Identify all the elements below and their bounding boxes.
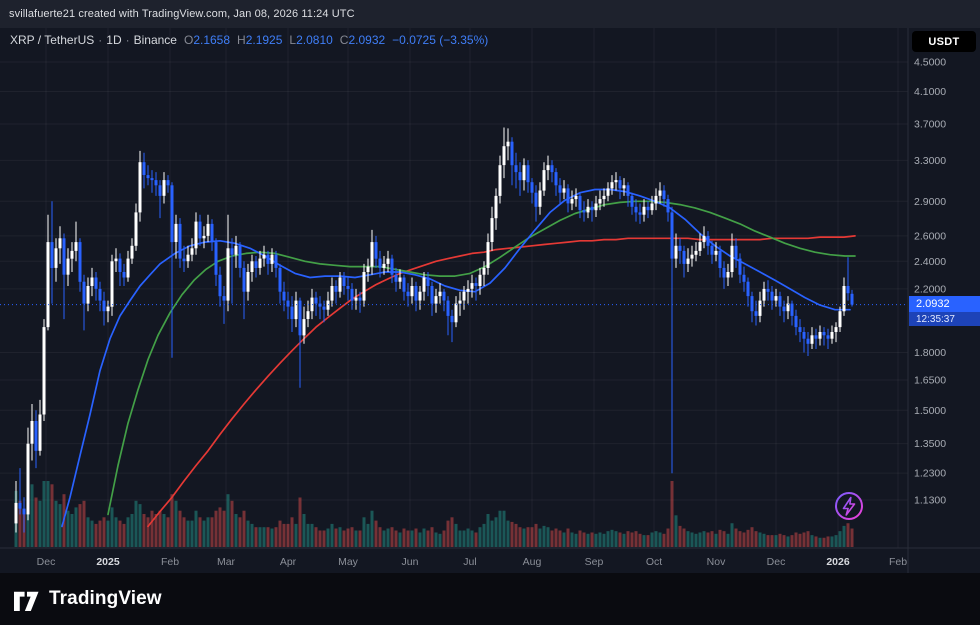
currency-toggle-button[interactable]: USDT xyxy=(912,31,976,52)
interval-label: 1D xyxy=(106,33,122,47)
svg-text:1.3500: 1.3500 xyxy=(914,438,946,450)
legend-separator: · xyxy=(98,33,103,47)
svg-text:Jul: Jul xyxy=(463,556,476,568)
svg-text:1.8000: 1.8000 xyxy=(914,347,946,359)
svg-text:Jun: Jun xyxy=(402,556,419,568)
svg-text:4.1000: 4.1000 xyxy=(914,86,946,98)
branding-bar: TradingView xyxy=(0,573,980,625)
svg-text:2.6000: 2.6000 xyxy=(914,230,946,242)
boost-button[interactable] xyxy=(833,490,865,522)
symbol-name[interactable]: XRP / TetherUS xyxy=(10,33,95,47)
bar-countdown-badge: 12:35:37 xyxy=(909,312,980,326)
svg-text:Feb: Feb xyxy=(889,556,907,568)
exchange-label: Binance xyxy=(133,33,177,47)
svg-text:2.2000: 2.2000 xyxy=(914,283,946,295)
current-price-badge: 2.0932 xyxy=(909,296,980,312)
attribution-bar: svillafuerte21 created with TradingView.… xyxy=(0,0,980,28)
svg-text:Aug: Aug xyxy=(523,556,542,568)
legend-separator: · xyxy=(125,33,130,47)
svg-text:4.5000: 4.5000 xyxy=(914,57,946,69)
svg-text:Dec: Dec xyxy=(767,556,786,568)
svg-text:Feb: Feb xyxy=(161,556,179,568)
attribution-text: svillafuerte21 created with TradingView.… xyxy=(9,8,355,20)
svg-text:Oct: Oct xyxy=(646,556,662,568)
ohlc-close: C2.0932 xyxy=(339,33,386,47)
tradingview-wordmark[interactable]: TradingView xyxy=(49,588,162,609)
lightning-icon xyxy=(835,492,863,520)
svg-text:1.2300: 1.2300 xyxy=(914,468,946,480)
change-value: −0.0725 (−3.35%) xyxy=(392,33,489,47)
svg-text:2.4000: 2.4000 xyxy=(914,256,946,268)
svg-text:1.5000: 1.5000 xyxy=(914,405,946,417)
svg-text:Mar: Mar xyxy=(217,556,236,568)
svg-text:Nov: Nov xyxy=(707,556,726,568)
svg-text:2.9000: 2.9000 xyxy=(914,196,946,208)
svg-text:May: May xyxy=(338,556,359,568)
svg-text:1.1300: 1.1300 xyxy=(914,495,946,507)
tradingview-logo-icon[interactable] xyxy=(13,587,40,612)
svg-text:2025: 2025 xyxy=(96,556,120,568)
price-chart[interactable]: 4.5000 4.1000 3.7000 3.3000 2.9000 2.6000 2.40… xyxy=(0,28,980,573)
time-axis[interactable] xyxy=(0,548,908,573)
ohlc-open: O2.1658 xyxy=(183,33,231,47)
svg-text:Dec: Dec xyxy=(37,556,56,568)
svg-text:3.7000: 3.7000 xyxy=(914,119,946,131)
ohlc-low: L2.0810 xyxy=(289,33,333,47)
symbol-legend: XRP / TetherUS · 1D · Binance O2.1658 H2… xyxy=(10,33,488,47)
svg-text:2026: 2026 xyxy=(826,556,850,568)
svg-text:3.3000: 3.3000 xyxy=(914,155,946,167)
price-axis[interactable] xyxy=(908,28,980,548)
svg-text:Apr: Apr xyxy=(280,556,297,568)
ohlc-high: H2.1925 xyxy=(237,33,283,47)
svg-text:Sep: Sep xyxy=(585,556,604,568)
svg-text:1.6500: 1.6500 xyxy=(914,375,946,387)
